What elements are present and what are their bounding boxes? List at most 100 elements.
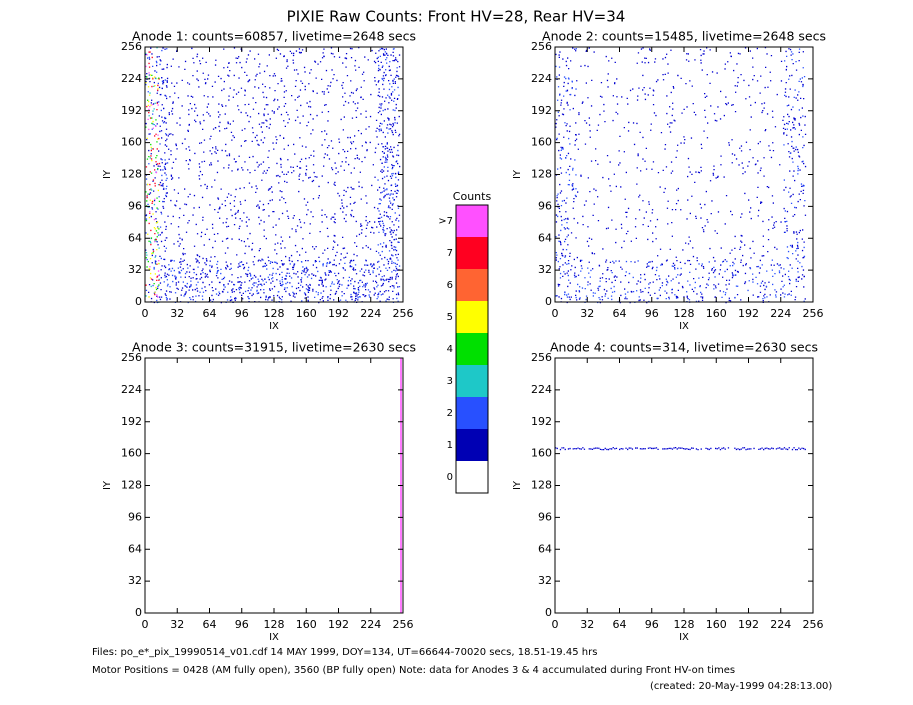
y-tick-label: 256 <box>121 40 142 53</box>
x-tick-label: 192 <box>738 618 759 631</box>
y-tick-label: 64 <box>538 231 552 244</box>
y-axis-label: IY <box>102 480 113 490</box>
colorbar-swatch <box>456 397 488 429</box>
panel-title: Anode 1: counts=60857, livetime=2648 sec… <box>132 29 416 44</box>
x-tick-label: 0 <box>552 618 559 631</box>
colorbar-swatch <box>456 365 488 397</box>
y-tick-label: 224 <box>531 72 552 85</box>
x-tick-label: 192 <box>328 307 349 320</box>
footer-created: (created: 20-May-1999 04:28:13.00) <box>650 681 832 692</box>
y-tick-label: 64 <box>128 542 142 555</box>
y-tick-label: 192 <box>121 415 142 428</box>
count-speckle <box>145 74 161 291</box>
panel-title: Anode 2: counts=15485, livetime=2648 sec… <box>542 29 826 44</box>
y-tick-label: 160 <box>121 447 142 460</box>
y-tick-label: 32 <box>128 574 142 587</box>
y-tick-label: 64 <box>538 542 552 555</box>
x-axis-label: IX <box>269 632 279 643</box>
x-tick-label: 96 <box>645 618 659 631</box>
count-speckle <box>555 47 807 304</box>
y-tick-label: 96 <box>128 510 142 523</box>
colorbar-swatch <box>456 269 488 301</box>
y-tick-label: 96 <box>538 199 552 212</box>
x-tick-label: 0 <box>142 618 149 631</box>
y-tick-label: 0 <box>135 295 142 308</box>
x-tick-label: 160 <box>706 307 727 320</box>
figure-title: PIXIE Raw Counts: Front HV=28, Rear HV=3… <box>287 8 626 26</box>
x-tick-label: 160 <box>706 618 727 631</box>
x-tick-label: 256 <box>393 307 414 320</box>
y-tick-label: 32 <box>128 263 142 276</box>
x-tick-label: 0 <box>142 307 149 320</box>
x-tick-label: 32 <box>170 307 184 320</box>
y-tick-label: 128 <box>531 168 552 181</box>
plot-frame <box>554 46 814 303</box>
colorbar-label: 0 <box>447 472 453 483</box>
colorbar-title: Counts <box>453 190 492 203</box>
count-speckle <box>145 74 160 298</box>
y-tick-label: 224 <box>531 383 552 396</box>
y-tick-label: 32 <box>538 263 552 276</box>
x-tick-label: 160 <box>296 307 317 320</box>
colorbar-swatch <box>456 461 488 493</box>
y-tick-label: 96 <box>538 510 552 523</box>
colorbar-label: 4 <box>447 344 453 355</box>
count-speckle <box>555 447 806 451</box>
x-axis-label: IX <box>679 321 689 332</box>
colorbar-swatch <box>456 333 488 365</box>
colorbar-swatch <box>456 237 488 269</box>
x-tick-label: 32 <box>170 618 184 631</box>
y-tick-label: 128 <box>121 479 142 492</box>
x-tick-label: 0 <box>552 307 559 320</box>
plot-frame <box>554 357 814 614</box>
y-tick-label: 224 <box>121 383 142 396</box>
x-tick-label: 192 <box>738 307 759 320</box>
x-tick-label: 224 <box>770 307 791 320</box>
x-tick-label: 192 <box>328 618 349 631</box>
y-tick-label: 0 <box>545 295 552 308</box>
x-tick-label: 128 <box>674 307 695 320</box>
colorbar-label: 6 <box>447 280 453 291</box>
y-tick-label: 160 <box>531 136 552 149</box>
y-tick-label: 160 <box>531 447 552 460</box>
y-tick-label: 192 <box>531 104 552 117</box>
y-tick-label: 32 <box>538 574 552 587</box>
y-tick-label: 96 <box>128 199 142 212</box>
colorbar-label: 3 <box>447 376 453 387</box>
x-tick-label: 224 <box>770 618 791 631</box>
x-axis-label: IX <box>269 321 279 332</box>
footer-files: Files: po_e*_pix_19990514_v01.cdf 14 MAY… <box>92 647 597 658</box>
y-tick-label: 0 <box>545 606 552 619</box>
colorbar-frame <box>455 204 489 494</box>
y-tick-label: 0 <box>135 606 142 619</box>
colorbar-swatch <box>456 301 488 333</box>
y-axis-label: IY <box>512 480 523 490</box>
colorbar-label: 2 <box>447 408 453 419</box>
x-tick-label: 32 <box>580 307 594 320</box>
plot-frame <box>144 46 404 303</box>
y-tick-label: 256 <box>531 351 552 364</box>
y-tick-label: 256 <box>121 351 142 364</box>
y-tick-label: 192 <box>121 104 142 117</box>
colorbar-label: >7 <box>438 216 453 227</box>
x-tick-label: 32 <box>580 618 594 631</box>
count-speckle <box>145 47 401 304</box>
count-speckle <box>145 48 401 304</box>
x-tick-label: 256 <box>393 618 414 631</box>
x-tick-label: 64 <box>613 307 627 320</box>
plot-frame <box>144 357 404 614</box>
colorbar-label: 5 <box>447 312 453 323</box>
y-tick-label: 128 <box>121 168 142 181</box>
y-tick-label: 160 <box>121 136 142 149</box>
y-tick-label: 224 <box>121 72 142 85</box>
x-tick-label: 96 <box>235 618 249 631</box>
x-tick-label: 128 <box>264 618 285 631</box>
x-tick-label: 224 <box>360 307 381 320</box>
x-tick-label: 96 <box>235 307 249 320</box>
x-tick-label: 128 <box>264 307 285 320</box>
y-tick-label: 128 <box>531 479 552 492</box>
y-axis-label: IY <box>512 169 523 179</box>
x-axis-label: IX <box>679 632 689 643</box>
